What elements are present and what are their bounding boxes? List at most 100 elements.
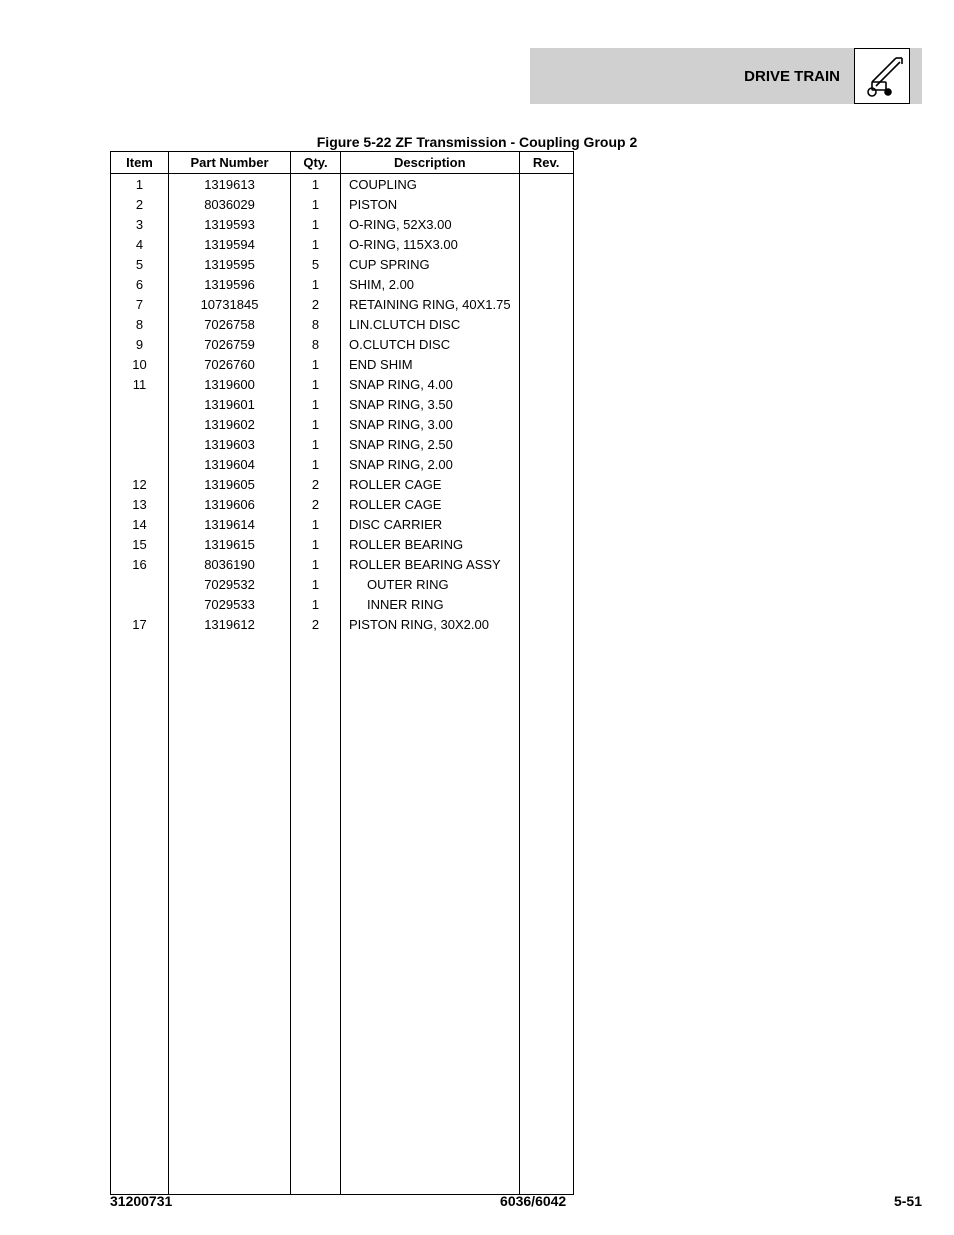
cell-item xyxy=(111,454,169,474)
cell-qty: 1 xyxy=(291,454,341,474)
cell-item: 7 xyxy=(111,294,169,314)
cell-part: 7029533 xyxy=(169,594,291,614)
cell-desc: ROLLER CAGE xyxy=(341,474,520,494)
col-header-part: Part Number xyxy=(169,152,291,174)
cell-rev xyxy=(519,554,573,574)
cell-qty: 1 xyxy=(291,194,341,214)
table-row: 1113196001SNAP RING, 4.00 xyxy=(111,374,574,394)
cell-item: 9 xyxy=(111,334,169,354)
cell-qty: 1 xyxy=(291,434,341,454)
cell-part: 1319595 xyxy=(169,254,291,274)
cell-rev xyxy=(519,214,573,234)
table-row: 70295321OUTER RING xyxy=(111,574,574,594)
cell-qty: 1 xyxy=(291,534,341,554)
cell-item: 16 xyxy=(111,554,169,574)
cell-part: 1319612 xyxy=(169,614,291,634)
cell-part: 7026760 xyxy=(169,354,291,374)
cell-part: 8036190 xyxy=(169,554,291,574)
footer-center: 6036/6042 xyxy=(500,1193,566,1209)
cell-part: 1319596 xyxy=(169,274,291,294)
cell-rev xyxy=(519,494,573,514)
table-row: 1680361901ROLLER BEARING ASSY xyxy=(111,554,574,574)
cell-qty: 1 xyxy=(291,374,341,394)
table-row: 513195955CUP SPRING xyxy=(111,254,574,274)
cell-qty: 1 xyxy=(291,594,341,614)
col-header-qty: Qty. xyxy=(291,152,341,174)
cell-item: 10 xyxy=(111,354,169,374)
table-row: 413195941O-RING, 115X3.00 xyxy=(111,234,574,254)
cell-desc: OUTER RING xyxy=(341,574,520,594)
cell-part: 1319601 xyxy=(169,394,291,414)
cell-desc: O.CLUTCH DISC xyxy=(341,334,520,354)
table-row: 7107318452RETAINING RING, 40X1.75 xyxy=(111,294,574,314)
cell-rev xyxy=(519,414,573,434)
table-spacer-row xyxy=(111,634,574,1194)
cell-desc: SNAP RING, 2.50 xyxy=(341,434,520,454)
parts-table: Item Part Number Qty. Description Rev. 1… xyxy=(110,151,574,1195)
cell-item: 1 xyxy=(111,174,169,195)
cell-part: 7029532 xyxy=(169,574,291,594)
cell-item: 17 xyxy=(111,614,169,634)
cell-rev xyxy=(519,174,573,195)
cell-desc: PISTON RING, 30X2.00 xyxy=(341,614,520,634)
table-row: 280360291PISTON xyxy=(111,194,574,214)
table-row: 313195931O-RING, 52X3.00 xyxy=(111,214,574,234)
cell-qty: 1 xyxy=(291,414,341,434)
cell-qty: 2 xyxy=(291,474,341,494)
table-row: 70295331INNER RING xyxy=(111,594,574,614)
table-row: 13196041SNAP RING, 2.00 xyxy=(111,454,574,474)
table-row: 113196131COUPLING xyxy=(111,174,574,195)
cell-qty: 1 xyxy=(291,394,341,414)
cell-desc: O-RING, 52X3.00 xyxy=(341,214,520,234)
cell-rev xyxy=(519,614,573,634)
cell-qty: 1 xyxy=(291,514,341,534)
col-header-desc: Description xyxy=(341,152,520,174)
cell-rev xyxy=(519,234,573,254)
cell-rev xyxy=(519,474,573,494)
footer-left: 31200731 xyxy=(110,1193,172,1209)
cell-item: 6 xyxy=(111,274,169,294)
cell-rev xyxy=(519,274,573,294)
cell-part: 1319600 xyxy=(169,374,291,394)
cell-qty: 1 xyxy=(291,554,341,574)
section-title: DRIVE TRAIN xyxy=(744,68,840,85)
table-row: 1713196122PISTON RING, 30X2.00 xyxy=(111,614,574,634)
cell-rev xyxy=(519,434,573,454)
cell-desc: SNAP RING, 3.50 xyxy=(341,394,520,414)
cell-desc: COUPLING xyxy=(341,174,520,195)
cell-qty: 1 xyxy=(291,214,341,234)
cell-rev xyxy=(519,194,573,214)
cell-qty: 5 xyxy=(291,254,341,274)
cell-qty: 8 xyxy=(291,334,341,354)
cell-desc: SNAP RING, 3.00 xyxy=(341,414,520,434)
cell-desc: ROLLER BEARING xyxy=(341,534,520,554)
cell-rev xyxy=(519,294,573,314)
cell-part: 1319602 xyxy=(169,414,291,434)
cell-qty: 1 xyxy=(291,234,341,254)
cell-item: 4 xyxy=(111,234,169,254)
cell-qty: 1 xyxy=(291,174,341,195)
table-header-row: Item Part Number Qty. Description Rev. xyxy=(111,152,574,174)
cell-rev xyxy=(519,374,573,394)
cell-part: 1319614 xyxy=(169,514,291,534)
cell-desc: SHIM, 2.00 xyxy=(341,274,520,294)
cell-qty: 1 xyxy=(291,274,341,294)
cell-item: 15 xyxy=(111,534,169,554)
cell-qty: 1 xyxy=(291,354,341,374)
cell-part: 7026758 xyxy=(169,314,291,334)
cell-part: 1319603 xyxy=(169,434,291,454)
cell-desc: RETAINING RING, 40X1.75 xyxy=(341,294,520,314)
cell-desc: SNAP RING, 2.00 xyxy=(341,454,520,474)
table-row: 613195961SHIM, 2.00 xyxy=(111,274,574,294)
cell-part: 1319613 xyxy=(169,174,291,195)
table-row: 1513196151ROLLER BEARING xyxy=(111,534,574,554)
cell-qty: 2 xyxy=(291,294,341,314)
table-row: 1413196141DISC CARRIER xyxy=(111,514,574,534)
cell-qty: 2 xyxy=(291,494,341,514)
cell-part: 1319593 xyxy=(169,214,291,234)
cell-item xyxy=(111,434,169,454)
table-row: 870267588LIN.CLUTCH DISC xyxy=(111,314,574,334)
cell-desc: SNAP RING, 4.00 xyxy=(341,374,520,394)
figure-title: Figure 5-22 ZF Transmission - Coupling G… xyxy=(0,134,954,150)
cell-desc: DISC CARRIER xyxy=(341,514,520,534)
